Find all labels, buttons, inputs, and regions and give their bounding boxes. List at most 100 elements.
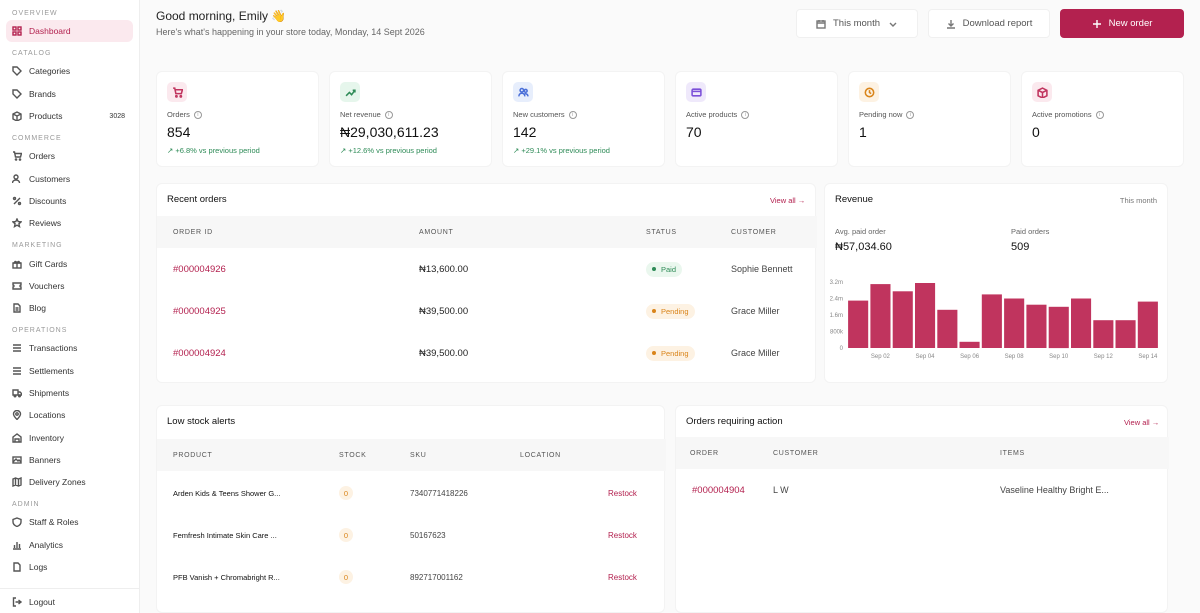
- recent-orders-view-all[interactable]: View all →: [770, 196, 806, 205]
- chart-bar[interactable]: [1071, 298, 1092, 349]
- sidebar-item-locations[interactable]: Locations: [6, 404, 133, 426]
- info-icon: i: [568, 110, 577, 119]
- sidebar-item-delivery-zones[interactable]: Delivery Zones: [6, 471, 133, 493]
- sidebar-item-settlements[interactable]: Settlements: [6, 360, 133, 382]
- chart-bar[interactable]: [1048, 306, 1069, 349]
- order-id-link[interactable]: #000004926: [173, 263, 226, 275]
- chart-bar[interactable]: [848, 300, 869, 348]
- order-customer: L W: [773, 485, 789, 495]
- document-icon: [13, 562, 21, 572]
- x-tick-label: Sep 10: [1049, 354, 1069, 360]
- chart-bar[interactable]: [915, 283, 936, 348]
- sidebar-item-brands[interactable]: Brands: [6, 83, 133, 105]
- recent-orders-panel: Recent orders View all → ORDER ID AMOUNT…: [156, 183, 817, 383]
- sidebar-item-gift-cards[interactable]: Gift Cards: [6, 252, 133, 274]
- stat-icon-badge: [167, 82, 187, 102]
- low-stock-title: Low stock alerts: [167, 416, 236, 427]
- table-row[interactable]: #000004925 ₦39,500.00 Pending Grace Mill…: [157, 290, 817, 332]
- chart-bar[interactable]: [1004, 298, 1025, 349]
- sidebar-item-reviews[interactable]: Reviews: [6, 212, 133, 234]
- tag-icon: [12, 66, 22, 77]
- order-customer: Grace Miller: [731, 306, 780, 316]
- trend-up-icon: [345, 89, 356, 96]
- restock-link[interactable]: Restock: [608, 530, 637, 540]
- sidebar-item-categories[interactable]: Categories: [6, 60, 133, 82]
- order-customer: Sophie Bennett: [731, 264, 793, 274]
- sidebar-item-staff-roles[interactable]: Staff & Roles: [6, 511, 133, 533]
- sidebar-item-label: Gift Cards: [29, 258, 68, 269]
- warehouse-icon: [12, 432, 22, 443]
- chart-bar[interactable]: [1137, 301, 1158, 348]
- stat-label: Net revenue: [340, 110, 381, 119]
- users-icon: [12, 173, 21, 183]
- sidebar-item-inventory[interactable]: Inventory: [6, 426, 133, 448]
- sidebar-item-transactions[interactable]: Transactions: [6, 337, 133, 359]
- orders-action-view-all[interactable]: View all →: [1124, 418, 1160, 427]
- section-overview: OVERVIEW: [12, 10, 58, 17]
- sidebar-item-logs[interactable]: Logs: [6, 556, 133, 578]
- stat-label-row: Active promotions i: [1032, 110, 1173, 119]
- sidebar-item-blog[interactable]: Blog: [6, 297, 133, 319]
- users-icon: [517, 87, 529, 96]
- stat-label-row: Pending now i: [859, 110, 1000, 119]
- sidebar-item-label: Logs: [29, 562, 48, 573]
- col-sku: SKU: [410, 451, 427, 459]
- sidebar-item-label: Dashboard: [29, 26, 71, 37]
- sidebar-item-dashboard[interactable]: Dashboard: [6, 20, 133, 43]
- table-row[interactable]: #000004924 ₦39,500.00 Pending Grace Mill…: [157, 332, 817, 374]
- sidebar-item-label: Inventory: [29, 432, 64, 443]
- sidebar-item-orders[interactable]: Orders: [6, 145, 133, 167]
- sidebar-item-shipments[interactable]: Shipments: [6, 382, 133, 404]
- sidebar-item-label: Delivery Zones: [29, 477, 86, 488]
- stat-label-row: Net revenue i: [340, 110, 481, 119]
- chart-bar[interactable]: [1093, 320, 1114, 348]
- period-dropdown[interactable]: This month: [796, 9, 918, 38]
- chart-bar[interactable]: [892, 291, 913, 348]
- product-name: PFB Vanish + Chromabright R...: [173, 572, 280, 582]
- chart-bar[interactable]: [1115, 320, 1136, 348]
- shield-icon: [12, 517, 22, 528]
- logout-area: Logout: [0, 587, 139, 613]
- order-id-link[interactable]: #000004925: [173, 305, 226, 317]
- sidebar-item-logout[interactable]: Logout: [6, 591, 133, 613]
- sidebar-item-analytics[interactable]: Analytics: [6, 534, 133, 556]
- list-icon: [13, 344, 21, 353]
- download-report-button[interactable]: Download report: [928, 9, 1050, 38]
- stat-icon-badge: [686, 82, 706, 102]
- info-icon: i: [384, 110, 393, 119]
- col-amount: AMOUNT: [419, 228, 454, 236]
- chart-bar[interactable]: [981, 294, 1002, 348]
- order-id-link[interactable]: #000004904: [692, 484, 745, 496]
- sidebar-item-customers[interactable]: Customers: [6, 167, 133, 189]
- order-amount: ₦39,500.00: [419, 305, 469, 317]
- section-operations: OPERATIONS: [12, 327, 68, 335]
- restock-link[interactable]: Restock: [608, 572, 637, 582]
- stat-card: New customers i 142 ↗ +29.1% vs previous…: [502, 71, 665, 167]
- product-sku: 7340771418226: [410, 488, 468, 498]
- new-order-button[interactable]: New order: [1060, 9, 1184, 38]
- table-row[interactable]: #000004926 ₦13,600.00 Paid Sophie Bennet…: [157, 248, 817, 290]
- sidebar-item-vouchers[interactable]: Vouchers: [6, 275, 133, 297]
- chart-bar[interactable]: [937, 309, 958, 348]
- chart-bar[interactable]: [959, 341, 980, 348]
- sidebar-item-label: Banners: [29, 454, 61, 465]
- chart-bar[interactable]: [1026, 304, 1047, 348]
- order-id-link[interactable]: #000004924: [173, 347, 226, 359]
- sidebar-item-label: Categories: [29, 66, 71, 77]
- sidebar-item-discounts[interactable]: Discounts: [6, 190, 133, 212]
- stock-badge: 0: [339, 528, 353, 542]
- chart-bar[interactable]: [870, 284, 891, 348]
- sidebar-item-products[interactable]: Products 3028: [6, 105, 133, 127]
- sidebar-item-banners[interactable]: Banners: [6, 449, 133, 471]
- stat-delta-text: +6.8% vs previous period: [175, 146, 260, 155]
- stat-label: Pending now: [859, 110, 903, 119]
- table-row[interactable]: #000004904 L W Vaseline Healthy Bright E…: [676, 469, 1169, 511]
- orders-action-panel: Orders requiring action View all → ORDER…: [675, 405, 1169, 613]
- table-row: Arden Kids & Teens Shower G... 0 7340771…: [157, 472, 666, 514]
- sidebar-item-label: Reviews: [29, 218, 62, 229]
- main-content: Good morning, Emily 👋 Here's what's happ…: [140, 0, 1200, 613]
- y-tick-label: 2.4m: [830, 297, 843, 303]
- restock-link[interactable]: Restock: [608, 488, 637, 498]
- clock-icon: [864, 87, 874, 97]
- x-tick-label: Sep 14: [1138, 354, 1158, 360]
